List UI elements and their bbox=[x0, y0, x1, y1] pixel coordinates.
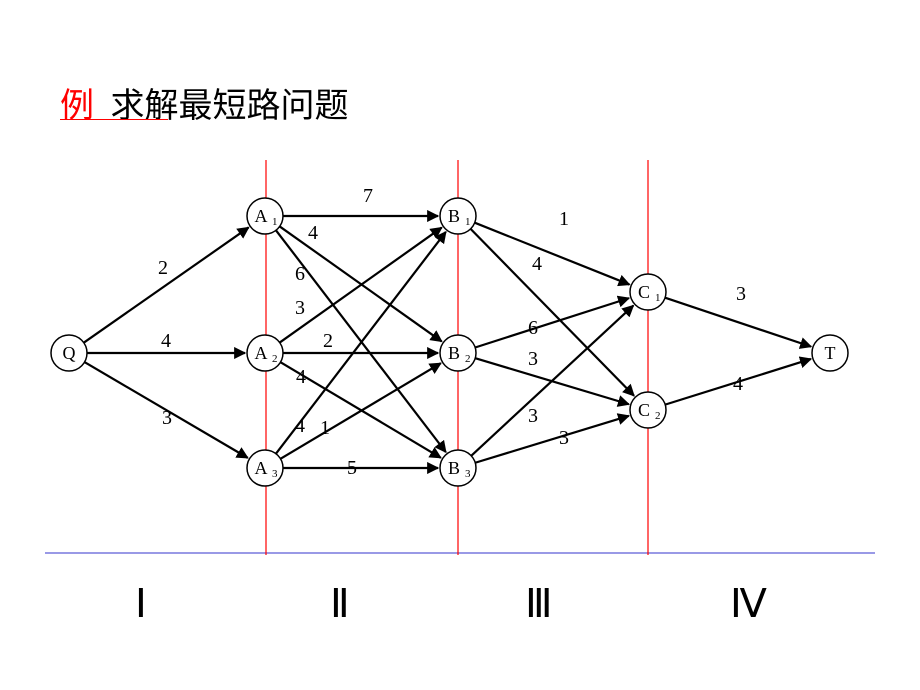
node-label: T bbox=[825, 343, 836, 363]
edge-weight: 3 bbox=[295, 297, 305, 319]
edge bbox=[84, 227, 249, 342]
edge-weight: 3 bbox=[559, 427, 569, 449]
edge-weight: 4 bbox=[308, 222, 318, 244]
edge-weight: 3 bbox=[736, 283, 746, 305]
edge-weight: 7 bbox=[363, 185, 373, 207]
edge-weight: 4 bbox=[733, 373, 743, 395]
node-label: B bbox=[448, 206, 460, 226]
stage-label: Ⅳ bbox=[730, 580, 767, 627]
node-subscript: 1 bbox=[272, 216, 278, 228]
edge-weight: 3 bbox=[528, 348, 538, 370]
node-label: A bbox=[255, 458, 268, 478]
node-label: C bbox=[638, 282, 650, 302]
stage-label: Ⅱ bbox=[330, 580, 350, 627]
edge-weight: 1 bbox=[320, 417, 330, 439]
edge-weight: 3 bbox=[528, 405, 538, 427]
edge-weight: 2 bbox=[323, 330, 333, 352]
node-subscript: 2 bbox=[465, 353, 471, 365]
node-subscript: 3 bbox=[465, 468, 471, 480]
node-subscript: 1 bbox=[655, 292, 661, 304]
stage-label: Ⅲ bbox=[525, 580, 553, 627]
node-label: B bbox=[448, 343, 460, 363]
node-label: B bbox=[448, 458, 460, 478]
node-label: Q bbox=[63, 343, 76, 363]
edge-weight: 3 bbox=[162, 407, 172, 429]
edge-weight: 4 bbox=[295, 415, 305, 437]
edge-weight: 4 bbox=[296, 366, 306, 388]
stage-label: Ⅰ bbox=[135, 580, 147, 627]
node-subscript: 3 bbox=[272, 468, 278, 480]
edge-weight: 6 bbox=[295, 263, 305, 285]
node-label: C bbox=[638, 400, 650, 420]
node-subscript: 1 bbox=[465, 216, 471, 228]
edge-weight: 4 bbox=[161, 330, 171, 352]
edge-weight: 4 bbox=[532, 253, 542, 275]
edge bbox=[475, 298, 629, 347]
edge-weight: 6 bbox=[528, 317, 538, 339]
edge bbox=[475, 416, 629, 463]
edge-weight: 1 bbox=[559, 208, 569, 230]
edge-weight: 2 bbox=[158, 257, 168, 279]
node-label: A bbox=[255, 206, 268, 226]
node-subscript: 2 bbox=[655, 410, 661, 422]
edge bbox=[665, 298, 811, 347]
node-label: A bbox=[255, 343, 268, 363]
node-subscript: 2 bbox=[272, 353, 278, 365]
edge bbox=[475, 223, 630, 285]
edge bbox=[471, 306, 633, 456]
edge-weight: 5 bbox=[347, 457, 357, 479]
